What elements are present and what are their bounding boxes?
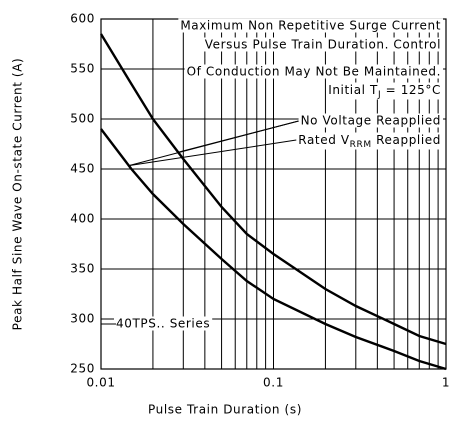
y-tick-label: 600 [70, 12, 95, 26]
label-background [178, 18, 443, 33]
series-name: Rated VRRM Reapplied [298, 133, 441, 150]
label-part: Rated V [298, 133, 350, 147]
y-tick-label: 300 [70, 312, 95, 326]
series-line [99, 33, 447, 346]
y-tick-label: 400 [70, 212, 95, 226]
x-axis-label: Pulse Train Duration (s) [148, 403, 302, 417]
y-tick-label: 500 [70, 112, 95, 126]
y-axis-label: Peak Half Sine Wave On-state Current (A) [11, 58, 25, 331]
x-tick-label: 0.1 [263, 376, 284, 390]
label-part: J [377, 90, 381, 100]
condition: Initial TJ = 125°C [328, 83, 441, 100]
label-background [184, 64, 443, 79]
label-background [326, 82, 443, 100]
annotation: Of Conduction May Not Be Maintained. [187, 65, 441, 79]
label-part: Reapplied [372, 133, 441, 147]
series-line [100, 128, 447, 371]
label-part: RRM [350, 140, 372, 150]
label-part: = 125°C [381, 83, 441, 97]
x-tick-label: 0.01 [86, 376, 115, 390]
annotation: Maximum Non Repetitive Surge Current [180, 19, 441, 33]
label-background [296, 132, 443, 150]
label-part: Initial T [328, 83, 378, 97]
series-name: No Voltage Reapplied [301, 114, 441, 128]
annotation: Versus Pulse Train Duration. Control [205, 38, 441, 52]
leader-line [128, 120, 299, 167]
y-tick-label: 450 [70, 162, 95, 176]
x-tick-label: 1 [442, 376, 450, 390]
y-tick-label: 550 [70, 62, 95, 76]
label-background [298, 113, 443, 128]
label-background [114, 316, 213, 331]
y-tick-label: 350 [70, 262, 95, 276]
y-tick-label: 250 [70, 362, 95, 376]
leader-line [128, 139, 297, 167]
label-background [202, 37, 443, 52]
series-label: 40TPS.. Series [116, 317, 210, 331]
